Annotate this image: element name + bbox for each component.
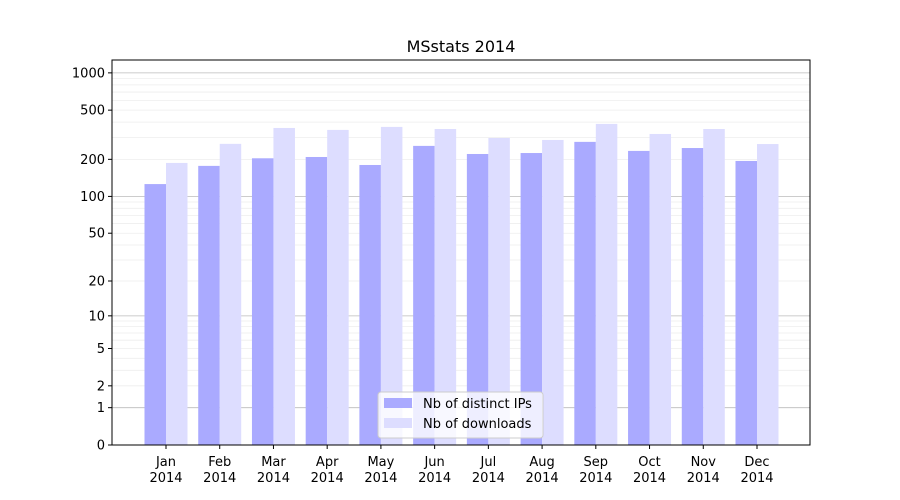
bar-downloads bbox=[327, 129, 349, 445]
y-tick-label: 50 bbox=[88, 227, 105, 242]
bar-distinct-ips bbox=[144, 184, 166, 446]
y-tick-label: 200 bbox=[80, 153, 105, 168]
bar-downloads bbox=[703, 129, 725, 446]
bar-downloads bbox=[595, 123, 618, 446]
chart-title: MSstats 2014 bbox=[407, 37, 516, 56]
legend-swatch bbox=[384, 398, 412, 408]
plot-frame bbox=[111, 59, 811, 446]
y-tick-label: 500 bbox=[80, 104, 105, 119]
bar-downloads bbox=[649, 133, 672, 446]
x-tick-label: Sep 2014 bbox=[579, 455, 612, 486]
x-tick-label: Apr 2014 bbox=[311, 455, 344, 486]
x-tick-label: Jan 2014 bbox=[149, 455, 182, 486]
legend-swatch bbox=[384, 418, 412, 428]
y-tick-label: 1 bbox=[97, 401, 105, 416]
bar-distinct-ips bbox=[574, 141, 596, 445]
y-tick-label: 1000 bbox=[72, 66, 105, 81]
legend-label: Nb of distinct IPs bbox=[423, 397, 532, 412]
x-tick-label: May 2014 bbox=[364, 455, 397, 486]
y-tick-label: 0 bbox=[97, 439, 105, 454]
bar-downloads bbox=[757, 144, 779, 445]
legend: Nb of distinct IPs Nb of downloads bbox=[377, 391, 544, 439]
legend-label: Nb of downloads bbox=[423, 417, 532, 432]
x-tick-label: Mar 2014 bbox=[257, 455, 290, 486]
bar-distinct-ips bbox=[359, 164, 381, 445]
bar-downloads bbox=[542, 139, 564, 446]
bar-distinct-ips bbox=[305, 156, 328, 445]
bar-downloads bbox=[219, 143, 242, 445]
bar-distinct-ips bbox=[735, 160, 757, 446]
bar-distinct-ips bbox=[413, 145, 435, 445]
bar-downloads bbox=[166, 162, 188, 445]
bar-distinct-ips bbox=[520, 153, 543, 445]
x-tick-label: Feb 2014 bbox=[203, 455, 236, 486]
bar-distinct-ips bbox=[681, 148, 704, 445]
y-tick-label: 10 bbox=[88, 309, 105, 324]
bar-downloads bbox=[434, 129, 457, 446]
y-tick-label: 5 bbox=[97, 342, 105, 357]
x-tick-label: Jun 2014 bbox=[418, 455, 451, 486]
bar-downloads bbox=[273, 127, 295, 446]
bar-downloads bbox=[488, 137, 510, 445]
bar-distinct-ips bbox=[466, 153, 489, 446]
x-tick-label: Aug 2014 bbox=[526, 455, 559, 486]
x-tick-label: Nov 2014 bbox=[687, 455, 720, 486]
x-tick-label: Jul 2014 bbox=[472, 455, 505, 486]
y-tick-label: 100 bbox=[80, 190, 105, 205]
x-tick-label: Dec 2014 bbox=[740, 455, 773, 486]
x-tick-label: Oct 2014 bbox=[633, 455, 666, 486]
bar-distinct-ips bbox=[628, 150, 650, 445]
bar-downloads bbox=[380, 126, 403, 445]
y-tick-label: 2 bbox=[97, 379, 105, 394]
bar-distinct-ips bbox=[251, 158, 274, 445]
bar-distinct-ips bbox=[198, 165, 220, 445]
y-tick-label: 20 bbox=[88, 275, 105, 290]
